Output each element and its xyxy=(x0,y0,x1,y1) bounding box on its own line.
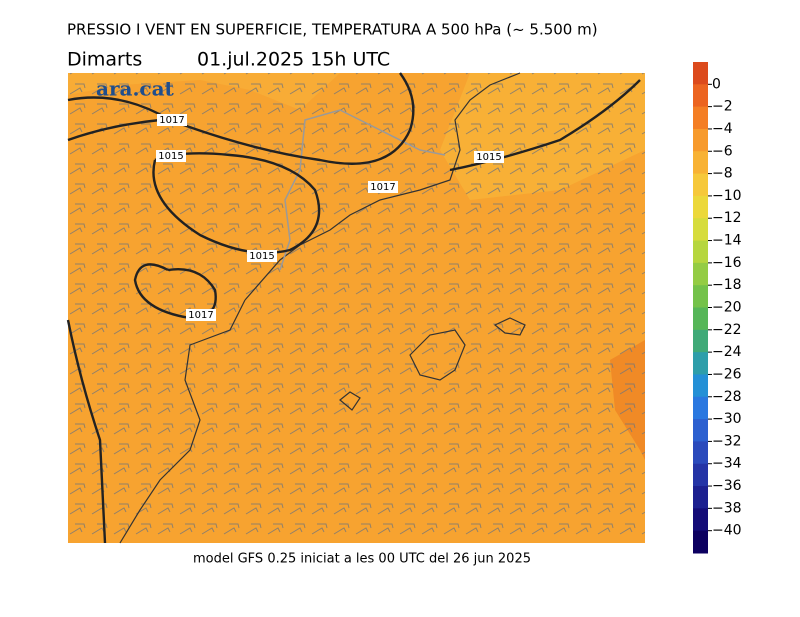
colorbar-swatch xyxy=(693,173,708,197)
isobar-label: 1015 xyxy=(476,152,501,163)
colorbar-swatch xyxy=(693,463,708,487)
colorbar-swatch xyxy=(693,486,708,509)
colorbar-swatch xyxy=(693,307,708,331)
colorbar: 0 −2 −4 −6 −8 −10 −12 −14 −16 −18 −20 −22 −24 −26 −28 −… xyxy=(693,62,742,554)
colorbar-label: −38 xyxy=(712,500,742,516)
colorbar-label: −10 xyxy=(712,188,742,204)
isobar-label: 1017 xyxy=(188,310,213,321)
colorbar-label: −8 xyxy=(712,166,733,182)
colorbar-label: −24 xyxy=(712,344,742,360)
colorbar-label: −22 xyxy=(712,322,742,338)
colorbar-label: −36 xyxy=(712,478,742,494)
colorbar-swatch xyxy=(693,329,708,353)
isobar xyxy=(66,319,107,544)
colorbar-swatch xyxy=(693,240,708,264)
colorbar-swatch xyxy=(693,195,708,219)
island xyxy=(409,329,466,381)
isobar-label: 1017 xyxy=(370,182,395,193)
coastline xyxy=(119,299,246,544)
colorbar-label: −20 xyxy=(712,300,742,316)
colorbar-label: −12 xyxy=(712,210,742,226)
colorbar-label: −16 xyxy=(712,255,742,271)
isobar xyxy=(67,72,415,165)
isobar xyxy=(152,152,321,255)
colorbar-label: −34 xyxy=(712,456,742,472)
colorbar-swatch xyxy=(693,508,708,532)
island xyxy=(339,391,361,411)
colorbar-label: −30 xyxy=(712,411,742,427)
map: 1017 1015 1017 1015 1015 1017 ara.cat xyxy=(66,72,645,544)
day: Dimarts xyxy=(67,49,142,71)
colorbar-swatch xyxy=(693,128,708,152)
colorbar-swatch xyxy=(693,151,708,175)
colorbar-label: −26 xyxy=(712,366,742,382)
colorbar-label: −4 xyxy=(712,121,733,137)
date: 01.jul.2025 15h UTC xyxy=(197,49,390,71)
title: PRESSIO I VENT EN SUPERFICIE, TEMPERATUR… xyxy=(67,21,598,39)
colorbar-swatch xyxy=(693,262,708,286)
colorbar-label: −28 xyxy=(712,389,742,405)
isobar-label: 1017 xyxy=(159,115,184,126)
colorbar-label: −18 xyxy=(712,277,742,293)
wind-barbs xyxy=(68,73,645,543)
colorbar-label: −14 xyxy=(712,233,742,249)
colorbar-label: −6 xyxy=(712,143,733,159)
colorbar-swatch xyxy=(693,218,708,242)
colorbar-label: −40 xyxy=(712,523,742,539)
island xyxy=(493,317,526,336)
footer: model GFS 0.25 iniciat a les 00 UTC del … xyxy=(193,552,531,567)
logo: ara.cat xyxy=(96,77,175,101)
isobar-label: 1015 xyxy=(249,251,274,262)
border xyxy=(279,109,446,271)
colorbar-swatch xyxy=(693,441,708,465)
colorbar-swatch xyxy=(693,530,708,554)
colorbar-label: −32 xyxy=(712,433,742,449)
colorbar-swatch xyxy=(693,62,708,85)
isobar xyxy=(449,79,641,172)
colorbar-swatch xyxy=(693,106,708,130)
colorbar-label: −2 xyxy=(712,99,733,115)
isobar-label: 1015 xyxy=(158,151,183,162)
colorbar-swatch xyxy=(693,374,708,398)
isobar xyxy=(67,118,161,142)
colorbar-swatch xyxy=(693,285,708,308)
colorbar-swatch xyxy=(693,396,708,420)
colorbar-label: 0 xyxy=(712,76,721,92)
colorbar-swatch xyxy=(693,419,708,442)
colorbar-swatch xyxy=(693,352,708,375)
colorbar-swatch xyxy=(693,84,708,108)
